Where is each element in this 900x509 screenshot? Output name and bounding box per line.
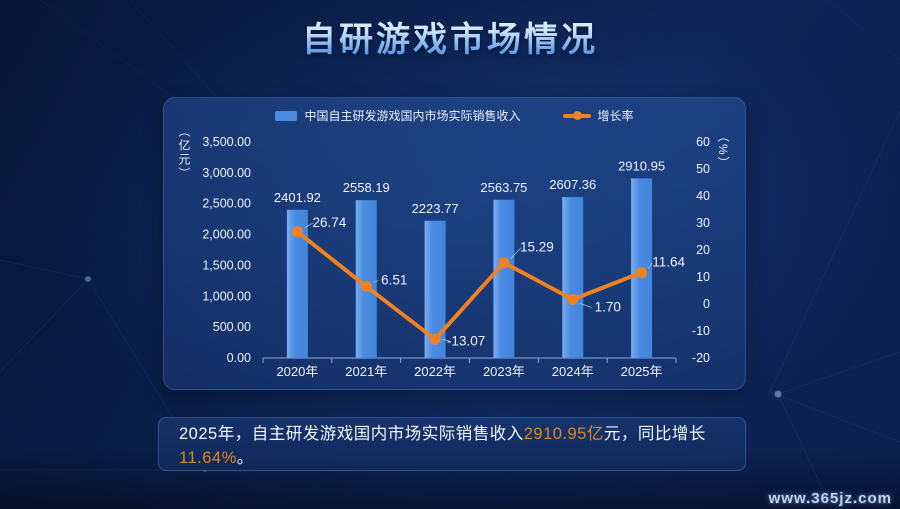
legend-label-revenue: 中国自主研发游戏国内市场实际销售收入 xyxy=(304,109,521,123)
right-axis-tick-label: 10 xyxy=(696,270,710,284)
right-axis-tick-label: 50 xyxy=(696,162,710,176)
revenue-bar-2024年[interactable] xyxy=(562,197,584,358)
growth-point-label: 1.70 xyxy=(595,299,621,314)
x-axis-category-label: 2020年 xyxy=(276,364,318,379)
x-axis-category-label: 2023年 xyxy=(483,364,525,379)
growth-label-connector xyxy=(373,279,379,283)
right-axis-tick-label: -20 xyxy=(692,351,710,365)
left-axis-tick-label: 1,500.00 xyxy=(202,258,251,272)
revenue-bar-label: 2401.92 xyxy=(274,190,321,205)
left-axis-tick-label: 1,000.00 xyxy=(202,289,251,303)
growth-point-2022年[interactable] xyxy=(429,333,441,345)
mesh-line xyxy=(777,351,900,395)
revenue-bar-label: 2607.36 xyxy=(549,177,596,192)
summary-part2: 元，同比增长 xyxy=(603,425,706,443)
left-axis-tick-label: 3,000.00 xyxy=(202,166,251,180)
legend-item-revenue[interactable]: 中国自主研发游戏国内市场实际销售收入 xyxy=(275,107,521,124)
watermark: www.365jz.com xyxy=(768,490,892,507)
growth-point-2023年[interactable] xyxy=(498,257,510,269)
summary-revenue-value: 2910.95亿 xyxy=(523,425,604,443)
page-title: 自研游戏市场情况 xyxy=(0,12,900,61)
x-axis-category-label: 2021年 xyxy=(345,364,387,379)
revenue-bar-label: 2563.75 xyxy=(480,180,527,195)
revenue-bar-label: 2558.19 xyxy=(343,180,390,195)
growth-label-connector xyxy=(510,247,522,260)
growth-point-label: 15.29 xyxy=(520,240,554,255)
mesh-dot xyxy=(85,276,91,282)
mesh-line xyxy=(769,109,900,443)
growth-point-label: 6.51 xyxy=(381,272,407,287)
left-axis-tick-label: 0.00 xyxy=(227,351,251,365)
left-axis-tick-label: 2,000.00 xyxy=(202,228,251,242)
summary-part3: 。 xyxy=(236,449,254,467)
bar-series-swatch-icon xyxy=(275,110,298,121)
summary-box: 2025年，自主研发游戏国内市场实际销售收入2910.95亿元，同比增长 11.6… xyxy=(158,417,746,471)
growth-point-2025年[interactable] xyxy=(636,267,648,279)
legend-label-growth: 增长率 xyxy=(597,109,634,123)
growth-label-connector xyxy=(648,262,653,269)
line-series-swatch-icon xyxy=(562,111,591,121)
left-axis-tick-label: 500.00 xyxy=(213,320,251,334)
growth-point-2020年[interactable] xyxy=(291,226,303,238)
summary-part1: 2025年，自主研发游戏国内市场实际销售收入 xyxy=(179,425,524,443)
right-axis-tick-label: 20 xyxy=(696,243,710,257)
revenue-bar-2022年[interactable] xyxy=(424,220,446,358)
left-axis-unit-label: （亿元） xyxy=(177,125,191,181)
growth-point-label: 26.74 xyxy=(313,215,347,230)
revenue-bar-2021年[interactable] xyxy=(355,200,377,358)
chart-legend: 中国自主研发游戏国内市场实际销售收入 增长率 xyxy=(164,107,745,124)
right-axis-tick-label: 0 xyxy=(703,297,710,311)
growth-label-connector xyxy=(441,338,451,342)
growth-point-2021年[interactable] xyxy=(360,280,372,292)
revenue-bar-label: 2910.95 xyxy=(618,158,665,173)
left-axis-tick-label: 3,500.00 xyxy=(202,135,251,149)
x-axis-category-label: 2024年 xyxy=(552,364,594,379)
right-axis-unit-label: （%） xyxy=(716,130,730,171)
x-axis-category-label: 2025年 xyxy=(621,364,663,379)
revenue-bar-label: 2223.77 xyxy=(412,201,459,216)
summary-growth-value: 11.64% xyxy=(179,449,237,467)
combo-chart[interactable]: 0.00 500.00 1,000.00 1,500.00 2,000.00 2,500.… xyxy=(164,98,747,391)
right-axis-tick-label: 40 xyxy=(696,189,710,203)
mesh-line xyxy=(0,259,89,373)
revenue-bar-2023年[interactable] xyxy=(493,199,515,358)
growth-label-connector xyxy=(579,302,592,308)
right-axis-tick-label: 30 xyxy=(696,216,710,230)
growth-point-label: 11.64 xyxy=(652,255,685,270)
right-axis-tick-label: -10 xyxy=(692,324,710,338)
chart-panel: 中国自主研发游戏国内市场实际销售收入 增长率 （亿元） （%） 0.00 500.… xyxy=(163,97,746,390)
mesh-dot xyxy=(774,390,782,398)
right-axis-tick-label: 60 xyxy=(696,135,710,149)
revenue-bar-2020年[interactable] xyxy=(286,209,308,358)
growth-label-connector xyxy=(304,222,314,229)
growth-point-2024年[interactable] xyxy=(567,293,579,305)
legend-item-growth[interactable]: 增长率 xyxy=(562,107,634,124)
growth-point-label: -13.07 xyxy=(447,333,485,348)
x-axis-category-label: 2022年 xyxy=(414,364,456,379)
summary-text: 2025年，自主研发游戏国内市场实际销售收入2910.95亿元，同比增长 11.6… xyxy=(179,420,725,468)
left-axis-tick-label: 2,500.00 xyxy=(202,197,251,211)
growth-line[interactable] xyxy=(295,229,644,342)
